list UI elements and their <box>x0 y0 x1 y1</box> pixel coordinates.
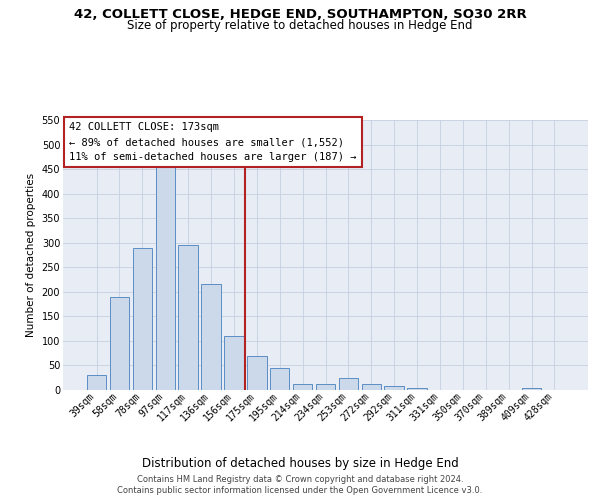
Bar <box>522 388 541 390</box>
Bar <box>385 386 404 390</box>
Bar <box>362 384 381 390</box>
Text: Contains HM Land Registry data © Crown copyright and database right 2024.: Contains HM Land Registry data © Crown c… <box>137 475 463 484</box>
Bar <box>133 248 152 390</box>
Bar <box>87 376 106 390</box>
Y-axis label: Number of detached properties: Number of detached properties <box>26 173 36 337</box>
Bar <box>270 368 289 390</box>
Text: Distribution of detached houses by size in Hedge End: Distribution of detached houses by size … <box>142 458 458 470</box>
Bar <box>155 164 175 390</box>
Bar <box>224 336 244 390</box>
Bar <box>407 388 427 390</box>
Text: Contains public sector information licensed under the Open Government Licence v3: Contains public sector information licen… <box>118 486 482 495</box>
Bar <box>178 245 198 390</box>
Text: Size of property relative to detached houses in Hedge End: Size of property relative to detached ho… <box>127 19 473 32</box>
Bar <box>338 378 358 390</box>
Bar <box>293 384 313 390</box>
Bar <box>247 356 266 390</box>
Bar <box>316 384 335 390</box>
Text: 42 COLLETT CLOSE: 173sqm
← 89% of detached houses are smaller (1,552)
11% of sem: 42 COLLETT CLOSE: 173sqm ← 89% of detach… <box>69 122 356 162</box>
Text: 42, COLLETT CLOSE, HEDGE END, SOUTHAMPTON, SO30 2RR: 42, COLLETT CLOSE, HEDGE END, SOUTHAMPTO… <box>74 8 526 20</box>
Bar <box>202 284 221 390</box>
Bar <box>110 296 129 390</box>
